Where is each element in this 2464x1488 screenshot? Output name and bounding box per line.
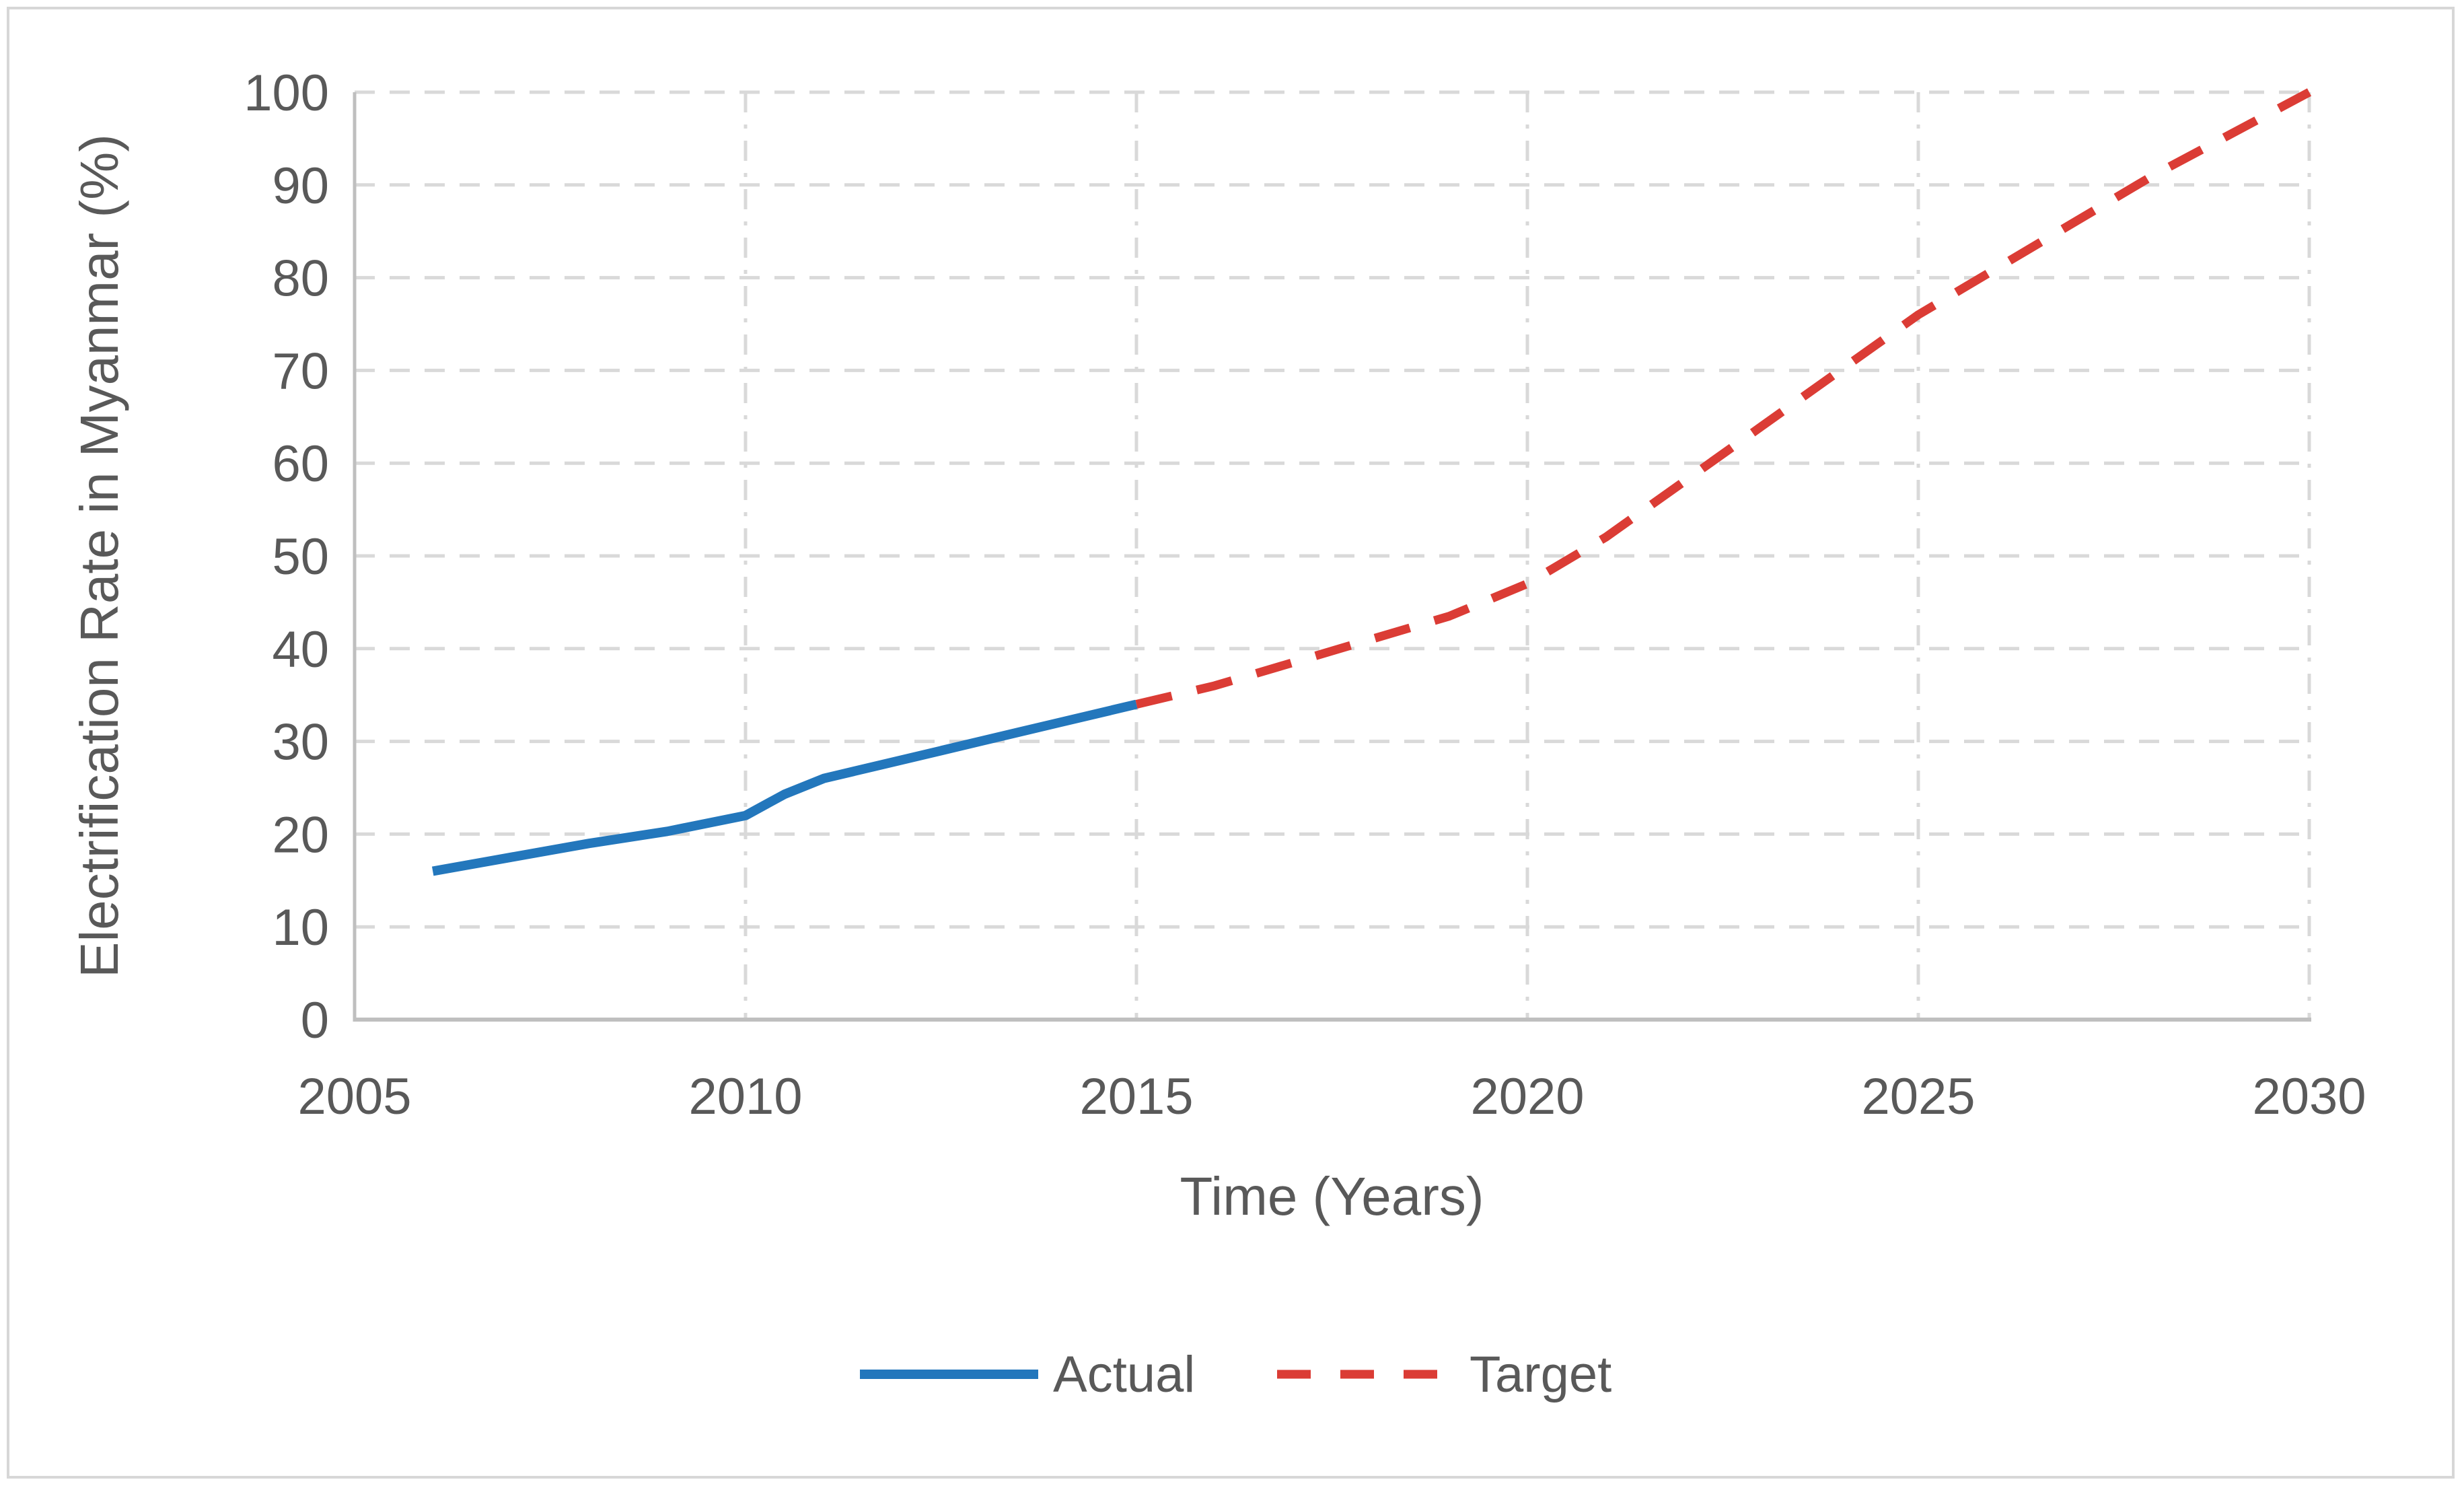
y-tick-label-50: 50 xyxy=(272,528,329,586)
y-tick-label-30: 30 xyxy=(272,714,329,771)
legend-label-target: Target xyxy=(1470,1346,1611,1403)
y-tick-label-60: 60 xyxy=(272,435,329,493)
x-tick-label-2025: 2025 xyxy=(1861,1068,1975,1125)
y-axis-title: Electrification Rate in Myanmar (%) xyxy=(69,134,129,978)
x-tick-label-2030: 2030 xyxy=(2252,1068,2366,1125)
y-tick-label-100: 100 xyxy=(244,65,329,122)
y-tick-label-90: 90 xyxy=(272,157,329,215)
series-actual-line xyxy=(431,699,1138,876)
y-tick-label-20: 20 xyxy=(272,806,329,863)
x-tick-label-2015: 2015 xyxy=(1079,1068,1193,1125)
y-tick-label-80: 80 xyxy=(272,250,329,308)
y-tick-label-0: 0 xyxy=(301,992,329,1049)
y-tick-label-40: 40 xyxy=(272,621,329,678)
y-tick-label-10: 10 xyxy=(272,899,329,956)
legend-label-actual: Actual xyxy=(1053,1346,1195,1403)
x-tick-label-2005: 2005 xyxy=(297,1068,411,1125)
x-axis-title: Time (Years) xyxy=(1180,1166,1484,1226)
y-tick-label-70: 70 xyxy=(272,343,329,400)
x-tick-label-2020: 2020 xyxy=(1470,1068,1584,1125)
series-target-line xyxy=(1135,88,2312,709)
x-tick-label-2010: 2010 xyxy=(688,1068,802,1125)
